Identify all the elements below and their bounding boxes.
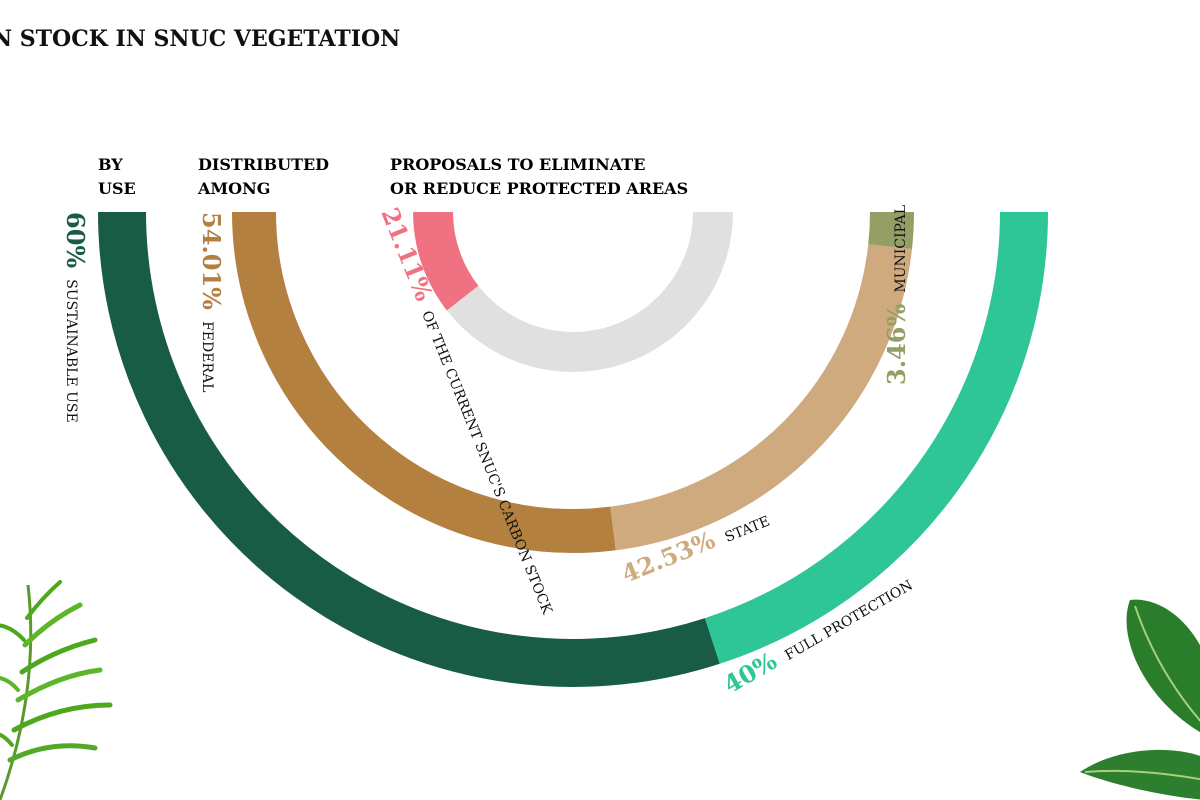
value-federal: 54.01%: [197, 212, 226, 310]
slice-municipal: [868, 211, 915, 249]
label-sustainable-use: 60% SUSTAINABLE USE: [61, 212, 90, 423]
label-federal: 54.01% FEDERAL: [197, 212, 226, 392]
header-proposals-line1: PROPOSALS TO ELIMINATE: [390, 155, 645, 174]
header-distributed-among: DISTRIBUTED AMONG: [197, 155, 335, 198]
header-by-use-line1: BY: [98, 155, 123, 174]
slice-full-protection: [704, 211, 1048, 664]
palm-leaf-decoration: [0, 580, 113, 800]
name-federal: FEDERAL: [199, 321, 215, 392]
header-proposals-line2: OR REDUCE PROTECTED AREAS: [390, 179, 688, 198]
label-eliminate-reduce: 21.11% OF THE CURRENT SNUC'S CARBON STOC…: [375, 203, 565, 617]
header-distributed-line2: AMONG: [197, 179, 270, 198]
header-distributed-line1: DISTRIBUTED: [198, 155, 329, 174]
name-sustainable-use: SUSTAINABLE USE: [63, 279, 79, 422]
name-state: STATE: [723, 513, 773, 545]
label-municipal: 3.46% MUNICIPAL: [882, 205, 911, 385]
header-by-use-line2: USE: [98, 179, 136, 198]
slice-remaining-stock: [446, 211, 733, 372]
slice-sustainable-use: [98, 211, 720, 687]
header-proposals: PROPOSALS TO ELIMINATE OR REDUCE PROTECT…: [390, 155, 688, 198]
chart-title: N STOCK IN SNUC VEGETATION: [0, 26, 400, 52]
name-municipal: MUNICIPAL: [893, 205, 909, 293]
leaves-decoration: [1080, 599, 1200, 800]
slice-federal: [232, 211, 616, 553]
value-sustainable-use: 60%: [61, 212, 90, 268]
header-by-use: BY USE: [98, 155, 136, 198]
slice-eliminate-reduce: [413, 211, 479, 311]
value-municipal: 3.46%: [882, 304, 911, 385]
slice-state: [610, 244, 912, 551]
